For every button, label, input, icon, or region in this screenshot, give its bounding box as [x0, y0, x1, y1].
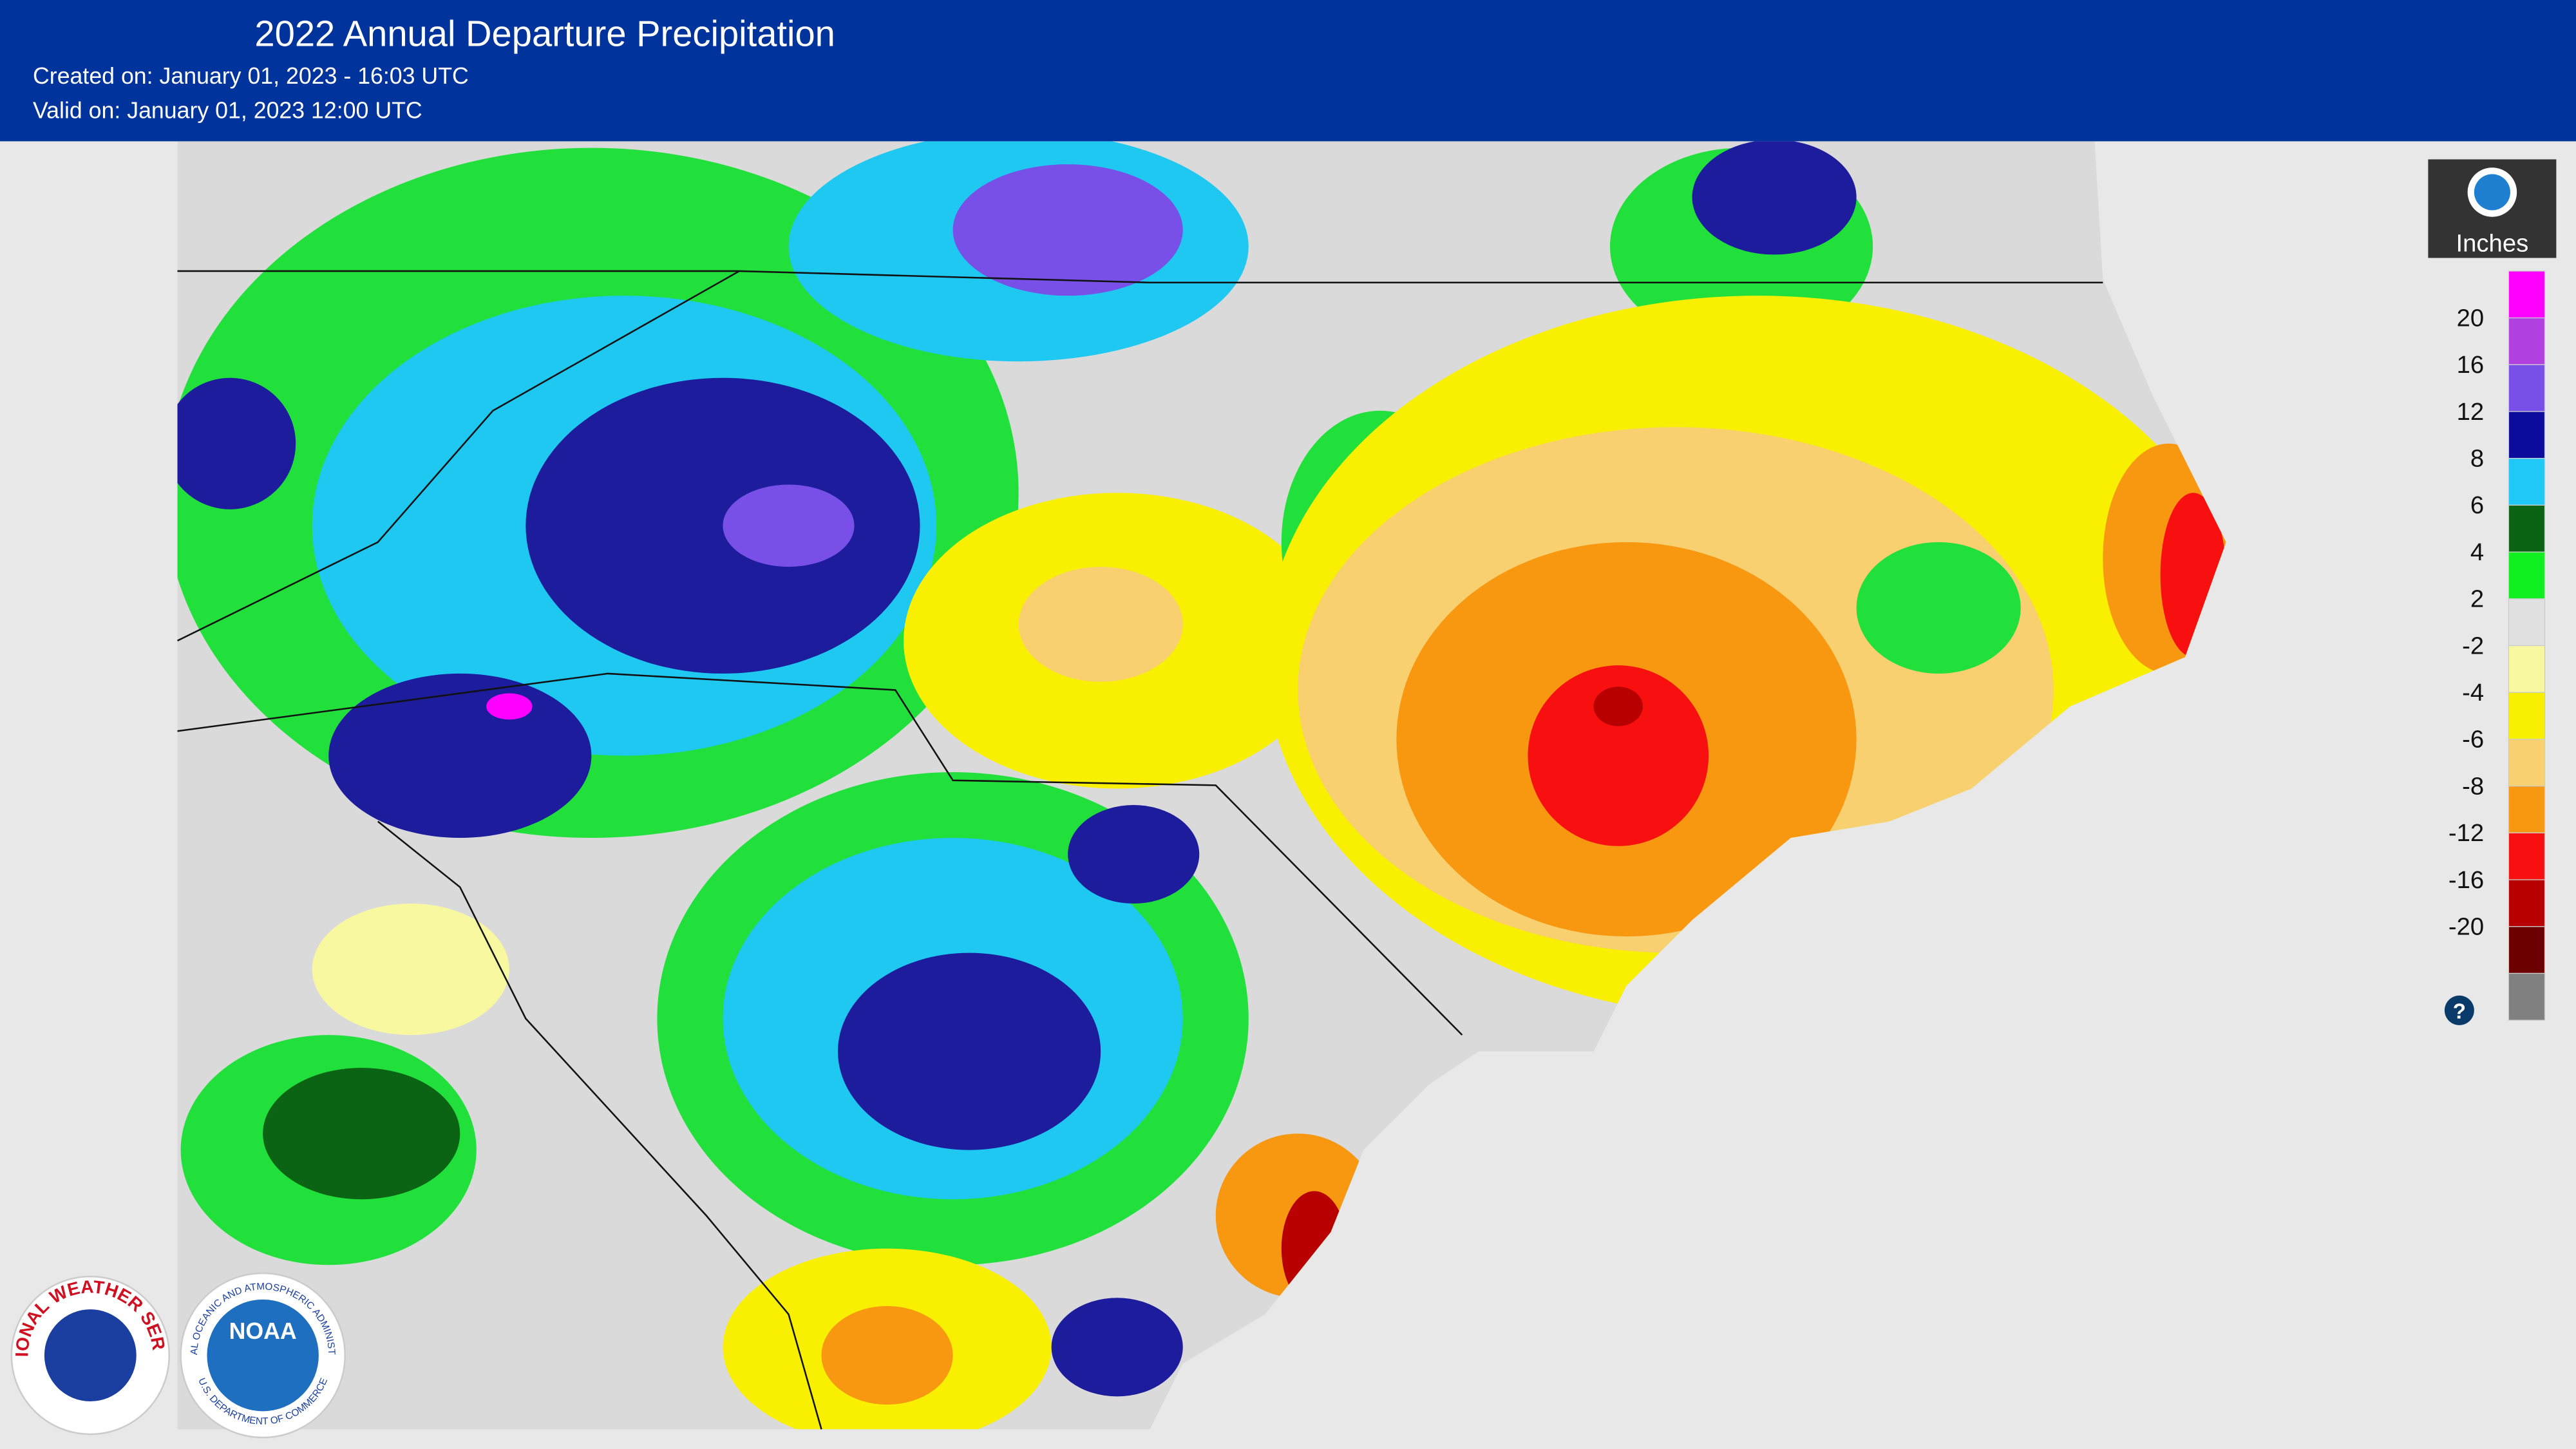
valid: Valid on: January 01, 2023 12:00 UTC: [33, 98, 422, 124]
precip-area: [1593, 687, 1643, 726]
legend: 20 16 12 8 6 4 2 -2 -4 -6 -8 -12 -16 -20: [2448, 270, 2546, 1021]
precip-area: [952, 164, 1183, 296]
legend-logo-inner: [2474, 174, 2510, 211]
noaa-logo-inner: [207, 1299, 319, 1412]
legend-label: -4: [2462, 679, 2484, 706]
legend-label: -2: [2462, 632, 2484, 659]
legend-label: 2: [2470, 585, 2484, 613]
legend-swatch: [2508, 832, 2546, 880]
legend-label: 20: [2457, 304, 2485, 332]
help-icon[interactable]: [2444, 995, 2474, 1025]
legend-label: 12: [2457, 398, 2485, 426]
precip-area: [1528, 665, 1709, 846]
precip-area: [312, 904, 509, 1036]
legend-label: -6: [2462, 726, 2484, 753]
legend-label: 8: [2470, 444, 2484, 472]
legend-swatch: [2508, 504, 2546, 553]
precip-area: [838, 952, 1101, 1150]
legend-swatch: [2508, 879, 2546, 927]
legend-label: 4: [2470, 538, 2484, 566]
legend-swatch: [2508, 458, 2546, 506]
precip-area: [1856, 542, 2021, 674]
precip-area: [263, 1068, 460, 1200]
border: [177, 672, 1463, 1036]
title: 2022 Annual Departure Precipitation: [254, 13, 835, 53]
precip-area: [1018, 567, 1183, 682]
legend-swatch: [2508, 598, 2546, 647]
legend-swatch: [2508, 739, 2546, 787]
legend-swatch: [2508, 972, 2546, 1021]
legend-label: -16: [2448, 866, 2484, 894]
legend-swatch: [2508, 364, 2546, 412]
legend-label: -12: [2448, 819, 2484, 847]
noaa-text: NOAA: [229, 1318, 297, 1344]
border: [377, 820, 822, 1430]
legend-swatch: [2508, 786, 2546, 834]
precip-area: [723, 484, 855, 567]
precip-area: [177, 377, 296, 509]
precip-area: [486, 693, 533, 720]
legend-label: -8: [2462, 772, 2484, 800]
precip-area: [328, 673, 592, 838]
border: [176, 270, 740, 642]
legend-swatch: [2508, 926, 2546, 974]
nws-logo-inner: [44, 1309, 137, 1402]
legend-label: 16: [2457, 351, 2485, 379]
legend-unit: Inches: [2456, 229, 2529, 257]
header-bar: [0, 0, 2576, 142]
state-borders: [176, 270, 2103, 1430]
precip-area: [1692, 141, 1857, 255]
legend-swatch: [2508, 270, 2546, 319]
legend-label: -20: [2448, 913, 2484, 941]
precip-area: [1051, 1298, 1183, 1397]
legend-swatch: [2508, 317, 2546, 365]
legend-swatch: [2508, 551, 2546, 600]
legend-label: 6: [2470, 491, 2484, 519]
precip-area: [1068, 805, 1200, 904]
help-text[interactable]: ?: [2453, 1000, 2466, 1024]
legend-swatch: [2508, 411, 2546, 459]
legend-swatch: [2508, 645, 2546, 693]
border: [177, 270, 2103, 284]
created: Created on: January 01, 2023 - 16:03 UTC: [33, 63, 469, 89]
precip-area: [821, 1306, 953, 1405]
legend-swatch: [2508, 692, 2546, 740]
